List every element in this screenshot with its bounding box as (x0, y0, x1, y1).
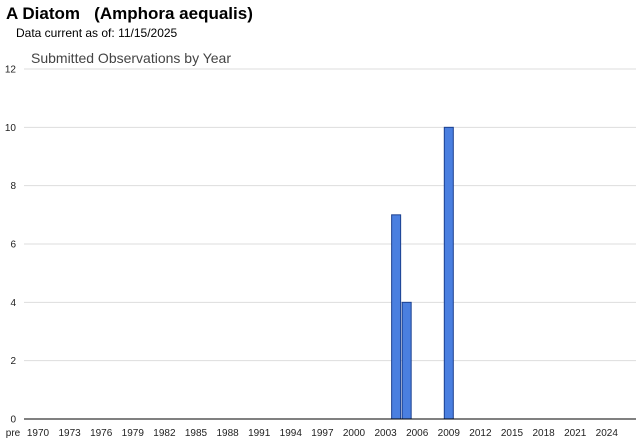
x-tick-label: 2000 (343, 428, 366, 439)
x-tick-label: 2015 (501, 428, 524, 439)
x-tick-label: 2012 (469, 428, 492, 439)
x-tick-label: pre (6, 428, 21, 439)
data-current-label: Data current as of: (16, 26, 115, 40)
x-tick-label: 1997 (311, 428, 334, 439)
x-tick-label: 2003 (374, 428, 397, 439)
y-tick-label: 10 (5, 123, 17, 134)
x-tick-label: 2024 (596, 428, 619, 439)
x-tick-label: 2009 (438, 428, 461, 439)
bar-2005 (401, 301, 412, 420)
bar-2009 (443, 126, 454, 420)
data-current-line: Data current as of: 11/15/2025 (16, 26, 177, 40)
x-tick-label: 1976 (90, 428, 113, 439)
x-tick-label: 2021 (564, 428, 587, 439)
x-tick-label: 1985 (185, 428, 208, 439)
y-tick-label: 2 (10, 356, 16, 367)
y-tick-label: 8 (10, 181, 16, 192)
x-tick-label: 1982 (153, 428, 176, 439)
bar-2004 (391, 214, 402, 420)
x-tick-label: 1970 (27, 428, 50, 439)
data-current-date: 11/15/2025 (118, 26, 178, 40)
y-tick-label: 0 (10, 415, 16, 426)
y-tick-label: 6 (10, 240, 16, 251)
chart-title: Submitted Observations by Year (31, 50, 232, 66)
x-tick-label: 1979 (122, 428, 145, 439)
x-tick-label: 1973 (58, 428, 81, 439)
y-tick-label: 4 (10, 298, 16, 309)
x-tick-label: 1994 (280, 428, 303, 439)
x-tick-label: 1991 (248, 428, 271, 439)
x-tick-label: 2018 (532, 428, 555, 439)
page-title: A Diatom (Amphora aequalis) (6, 4, 253, 23)
x-tick-label: 2006 (406, 428, 429, 439)
x-tick-label: 1988 (216, 428, 239, 439)
y-tick-label: 12 (5, 65, 17, 76)
